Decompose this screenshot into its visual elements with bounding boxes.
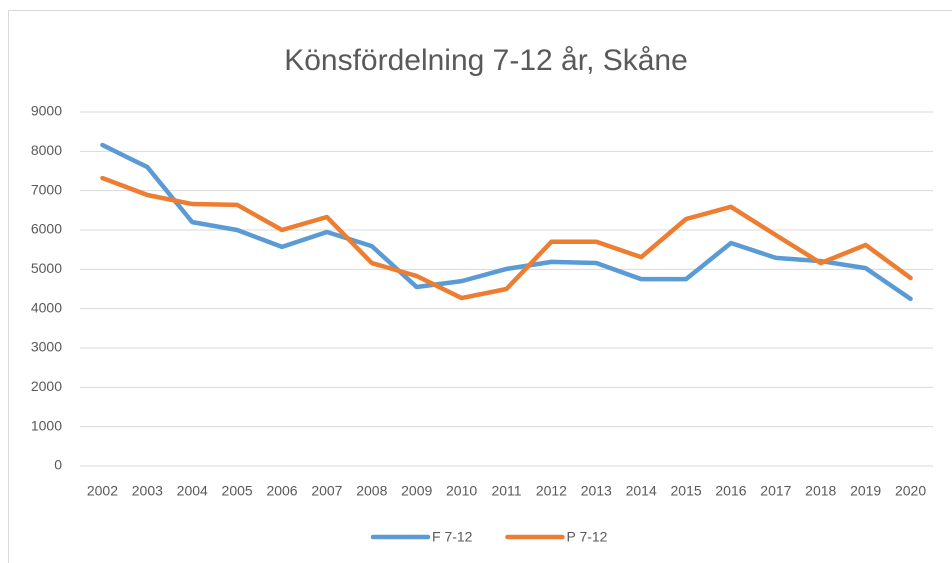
x-tick-label: 2010	[446, 483, 477, 499]
legend-label: F 7-12	[432, 529, 473, 545]
x-tick-label: 2009	[401, 483, 432, 499]
y-tick-label: 5000	[31, 260, 62, 276]
y-tick-label: 8000	[31, 142, 62, 158]
x-tick-label: 2017	[760, 483, 791, 499]
chart-border	[8, 10, 952, 563]
y-tick-label: 6000	[31, 221, 62, 237]
x-tick-label: 2007	[311, 483, 342, 499]
x-tick-label: 2013	[581, 483, 612, 499]
chart-title: Könsfördelning 7-12 år, Skåne	[284, 44, 688, 77]
y-tick-label: 1000	[31, 417, 62, 433]
legend-label: P 7-12	[566, 529, 607, 545]
x-tick-label: 2012	[536, 483, 567, 499]
x-tick-label: 2006	[266, 483, 297, 499]
series-line	[100, 142, 913, 302]
x-tick-label: 2014	[626, 483, 657, 499]
x-tick-label: 2005	[222, 483, 253, 499]
y-tick-label: 9000	[31, 103, 62, 119]
y-tick-label: 2000	[31, 378, 62, 394]
series-line	[100, 175, 913, 301]
x-tick-label: 2011	[491, 483, 521, 499]
x-tick-label: 2003	[132, 483, 163, 499]
y-tick-label: 3000	[31, 339, 62, 355]
y-tick-label: 0	[54, 457, 62, 473]
x-tick-label: 2002	[87, 483, 118, 499]
y-tick-label: 4000	[31, 299, 62, 315]
x-tick-label: 2020	[895, 483, 926, 499]
x-tick-label: 2019	[850, 483, 881, 499]
x-tick-label: 2018	[805, 483, 836, 499]
x-tick-label: 2016	[715, 483, 746, 499]
y-tick-label: 7000	[31, 181, 62, 197]
x-tick-label: 2015	[671, 483, 702, 499]
x-tick-label: 2008	[356, 483, 387, 499]
x-tick-label: 2004	[177, 483, 208, 499]
